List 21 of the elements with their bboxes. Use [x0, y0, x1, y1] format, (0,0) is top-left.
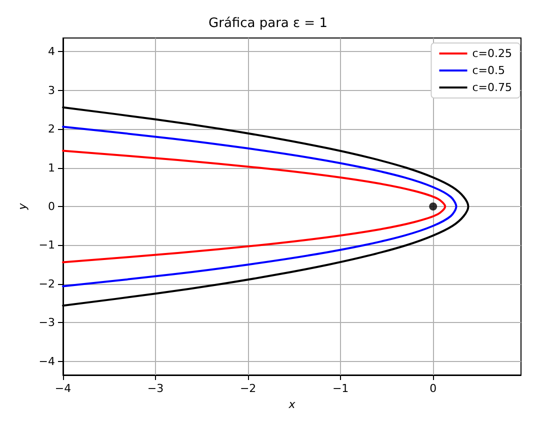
- x-tick-label: −1: [332, 382, 349, 395]
- y-tick-label: −1: [38, 238, 55, 252]
- y-tick-label: 3: [48, 84, 55, 97]
- x-tick-label: −2: [240, 382, 256, 395]
- legend-label: c=0.25: [472, 47, 512, 60]
- x-tick-label: 0: [430, 382, 437, 395]
- y-tick-label: 1: [48, 161, 55, 174]
- y-tick-label: −2: [38, 277, 55, 290]
- y-axis-title: y: [16, 202, 29, 211]
- y-tick-label: −4: [38, 354, 55, 368]
- y-tick-label: 2: [48, 122, 55, 136]
- y-tick-label: 4: [48, 45, 55, 58]
- line-series: [62, 126, 458, 288]
- legend-label: c=0.5: [472, 64, 506, 77]
- y-tick-label: −3: [38, 316, 55, 330]
- chart-title: Gráfica para ε = 1: [208, 16, 328, 31]
- line-series: [62, 150, 446, 264]
- legend-label: c=0.75: [472, 81, 512, 94]
- x-axis-title: x: [288, 398, 296, 411]
- y-tick-label: 0: [48, 200, 55, 213]
- x-tick-label: −3: [147, 382, 164, 395]
